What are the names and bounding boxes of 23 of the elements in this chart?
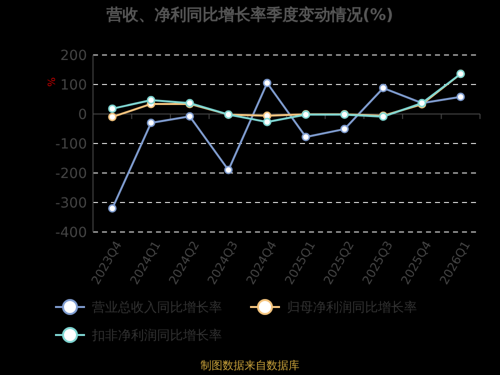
text: 制图数据来自数据库: [200, 359, 300, 372]
point: [146, 96, 156, 104]
point: [302, 132, 310, 142]
point: [146, 118, 156, 128]
y-tick-label: -200: [55, 166, 87, 182]
y-tick-label: -300: [55, 195, 87, 212]
point: [108, 104, 117, 113]
chart-title: 营收、净利同比增长率季度变动情况(%): [106, 5, 394, 24]
point: [186, 112, 194, 121]
y-tick-label: -100: [55, 136, 87, 152]
point: [379, 84, 388, 92]
y-tick-label: 100: [60, 77, 87, 94]
y-tick-label: 0: [78, 106, 87, 123]
point: [456, 92, 465, 102]
point: [108, 112, 117, 122]
y-tick-label: 200: [60, 48, 87, 64]
point: [262, 118, 272, 126]
y-axis-title: %: [47, 77, 58, 87]
y-tick-label: -400: [55, 224, 87, 241]
point: [262, 78, 272, 88]
point: [224, 166, 233, 174]
point: [340, 124, 349, 134]
point: [108, 204, 117, 213]
